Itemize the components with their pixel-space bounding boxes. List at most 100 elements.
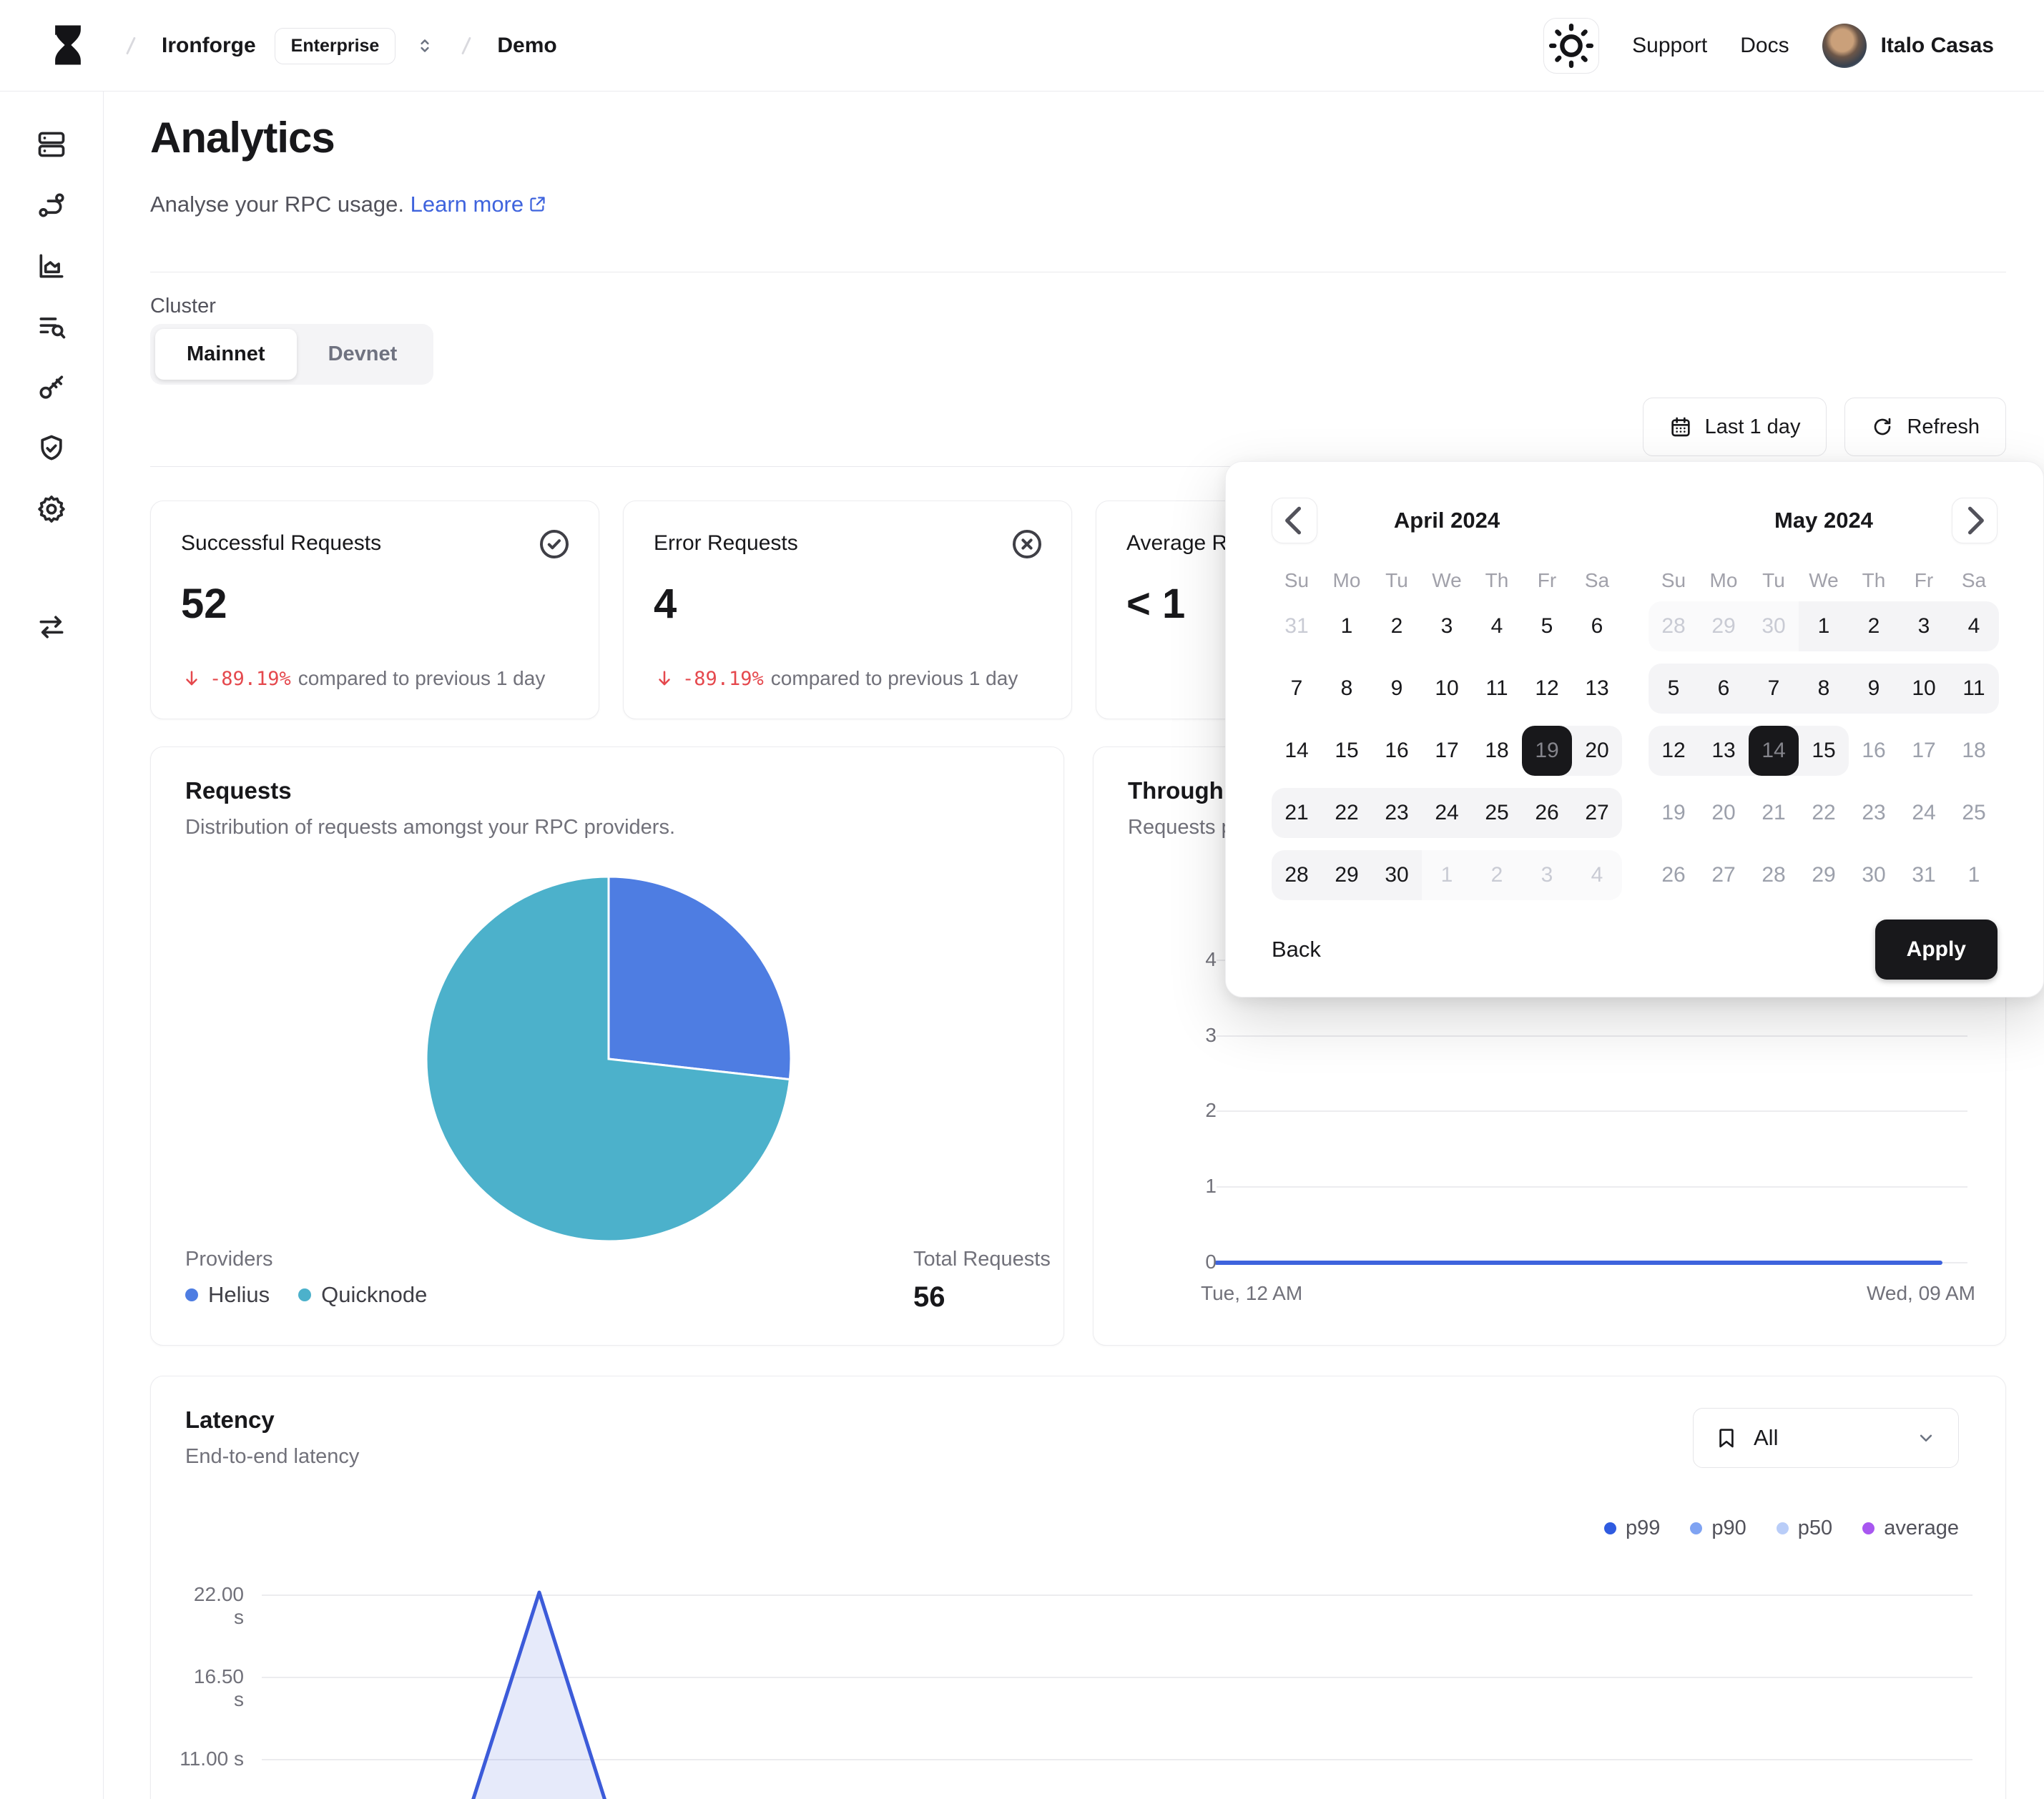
calendar-day[interactable]: 23 bbox=[1372, 787, 1422, 838]
calendar-day: 26 bbox=[1661, 862, 1686, 887]
sidebar-item-list-search[interactable] bbox=[36, 311, 67, 342]
calendar-day[interactable]: 9 bbox=[1849, 663, 1899, 714]
calendar-day[interactable]: 15 bbox=[1799, 725, 1849, 776]
calendar-day[interactable]: 13 bbox=[1585, 676, 1609, 700]
calendar-day[interactable]: 4 bbox=[1949, 601, 1999, 651]
calendar-day[interactable]: 9 bbox=[1390, 676, 1403, 700]
apply-button[interactable]: Apply bbox=[1875, 920, 1998, 980]
date-range-button[interactable]: Last 1 day bbox=[1642, 398, 1827, 456]
calendar-day: 1 bbox=[1967, 862, 1980, 887]
calendar-day[interactable]: 1 bbox=[1340, 613, 1353, 638]
calendar-day[interactable]: 14 bbox=[1284, 738, 1309, 762]
docs-link[interactable]: Docs bbox=[1740, 34, 1789, 57]
weekday-label: Fr bbox=[1914, 569, 1934, 591]
calendar-day[interactable]: 2 bbox=[1849, 601, 1899, 651]
providers-legend: Helius Quicknode bbox=[185, 1282, 427, 1308]
calendar-day[interactable]: 30 bbox=[1372, 849, 1422, 900]
calendar-day[interactable]: 11 bbox=[1949, 663, 1999, 714]
calendar-day[interactable]: 16 bbox=[1385, 738, 1409, 762]
method-filter-dropdown[interactable]: All bbox=[1693, 1408, 1959, 1468]
calendar-month-title: May 2024 bbox=[1774, 508, 1873, 533]
calendar-day[interactable]: 17 bbox=[1435, 738, 1459, 762]
user-menu[interactable]: Italo Casas bbox=[1822, 24, 1994, 68]
legend-label: average bbox=[1884, 1517, 1959, 1539]
sidebar-item-shield-check[interactable] bbox=[36, 433, 67, 464]
y-tick-label: 1 bbox=[1205, 1175, 1217, 1197]
calendar-day[interactable]: 1 bbox=[1799, 601, 1849, 651]
total-requests-label: Total Requests bbox=[913, 1248, 1051, 1271]
calendar-day[interactable]: 11 bbox=[1485, 676, 1508, 700]
calendar-day[interactable]: 6 bbox=[1591, 613, 1603, 638]
sidebar-item-route[interactable] bbox=[36, 189, 67, 221]
calendar-day[interactable]: 20 bbox=[1572, 725, 1622, 776]
sidebar-item-transfer[interactable] bbox=[36, 611, 67, 643]
calendar-day[interactable]: 6 bbox=[1699, 663, 1749, 714]
calendar-prev-button[interactable] bbox=[1272, 498, 1317, 543]
calendar-day[interactable]: 3 bbox=[1899, 601, 1949, 651]
calendar-day[interactable]: 5 bbox=[1649, 663, 1699, 714]
chevron-right-icon bbox=[1952, 498, 1997, 543]
calendar-day[interactable]: 12 bbox=[1535, 676, 1559, 700]
calendar-day[interactable]: 10 bbox=[1899, 663, 1949, 714]
page-subtitle: Analyse your RPC usage. Learn more bbox=[150, 192, 547, 217]
stat-delta-percent: -89.19% bbox=[210, 667, 291, 690]
date-range-popover: April 2024 Su Mo Tu We Th Fr Sa 31 1 2 3 4 5 6 7 8 9 10 11 1… bbox=[1225, 461, 2044, 997]
calendar-day[interactable]: 3 bbox=[1440, 613, 1453, 638]
calendar-day[interactable]: 7 bbox=[1290, 676, 1303, 700]
y-tick-label: 2 bbox=[1205, 1099, 1217, 1121]
calendar-day[interactable]: 10 bbox=[1435, 676, 1459, 700]
breadcrumb-project[interactable]: Demo bbox=[497, 34, 557, 57]
stat-title: Error Requests bbox=[654, 531, 798, 555]
y-tick-label: 0 bbox=[1205, 1251, 1217, 1273]
calendar-footer: Back Apply bbox=[1272, 920, 1998, 980]
calendar-next-button[interactable] bbox=[1952, 498, 1998, 543]
calendar-day[interactable]: 29 bbox=[1322, 849, 1372, 900]
calendar-day[interactable]: 12 bbox=[1649, 725, 1699, 776]
calendar-day[interactable]: 8 bbox=[1799, 663, 1849, 714]
total-requests: Total Requests 56 bbox=[913, 1248, 1051, 1313]
calendar-day[interactable]: 28 bbox=[1272, 849, 1322, 900]
calendar-day[interactable]: 13 bbox=[1699, 725, 1749, 776]
calendar-day[interactable]: 7 bbox=[1749, 663, 1799, 714]
ironforge-logo-icon[interactable] bbox=[44, 21, 92, 69]
org-switcher-icon[interactable] bbox=[414, 35, 436, 56]
slash-icon bbox=[454, 34, 478, 58]
requests-title: Requests bbox=[185, 777, 292, 804]
support-link[interactable]: Support bbox=[1632, 34, 1708, 57]
back-button[interactable]: Back bbox=[1272, 937, 1321, 962]
learn-more-link[interactable]: Learn more bbox=[410, 192, 524, 217]
calendar-day[interactable]: 5 bbox=[1541, 613, 1553, 638]
y-tick-label: 11.00 s bbox=[180, 1748, 244, 1770]
calendar-day[interactable]: 25 bbox=[1472, 787, 1522, 838]
calendar-day[interactable]: 8 bbox=[1340, 676, 1353, 700]
sidebar-item-settings[interactable] bbox=[36, 493, 67, 525]
calendar-day[interactable]: 18 bbox=[1485, 738, 1509, 762]
stat-delta-note: compared to previous 1 day bbox=[298, 667, 546, 689]
refresh-button[interactable]: Refresh bbox=[1844, 398, 2006, 456]
cluster-option-devnet[interactable]: Devnet bbox=[328, 342, 398, 365]
sun-icon bbox=[1544, 19, 1598, 73]
theme-toggle-button[interactable] bbox=[1543, 18, 1600, 74]
requests-card: Requests Distribution of requests amongs… bbox=[150, 746, 1064, 1346]
calendar-day-selected[interactable]: 19 bbox=[1522, 725, 1572, 776]
calendar-day[interactable]: 26 bbox=[1522, 787, 1572, 838]
legend-label: p90 bbox=[1711, 1517, 1746, 1539]
calendar-day[interactable]: 22 bbox=[1322, 787, 1372, 838]
calendar-day[interactable]: 21 bbox=[1272, 787, 1322, 838]
calendar-day[interactable]: 15 bbox=[1335, 738, 1359, 762]
calendar-day: 2 bbox=[1472, 849, 1522, 900]
legend-label: p99 bbox=[1626, 1517, 1661, 1539]
calendar-day[interactable]: 27 bbox=[1572, 787, 1622, 838]
calendar-day: 21 bbox=[1762, 800, 1786, 824]
sidebar-item-key[interactable] bbox=[36, 372, 67, 403]
sidebar-item-servers[interactable] bbox=[36, 129, 67, 160]
calendar-day-selected[interactable]: 14 bbox=[1749, 725, 1799, 776]
calendar-day[interactable]: 2 bbox=[1390, 613, 1403, 638]
breadcrumb-org[interactable]: Ironforge bbox=[162, 34, 256, 57]
calendar-day[interactable]: 4 bbox=[1490, 613, 1503, 638]
sidebar-item-area-chart[interactable] bbox=[36, 250, 67, 282]
stat-delta: -89.19% compared to previous 1 day bbox=[654, 667, 1018, 690]
cluster-option-mainnet[interactable]: Mainnet bbox=[155, 329, 297, 380]
calendar-day[interactable]: 24 bbox=[1422, 787, 1472, 838]
calendar-day: 27 bbox=[1711, 862, 1736, 887]
